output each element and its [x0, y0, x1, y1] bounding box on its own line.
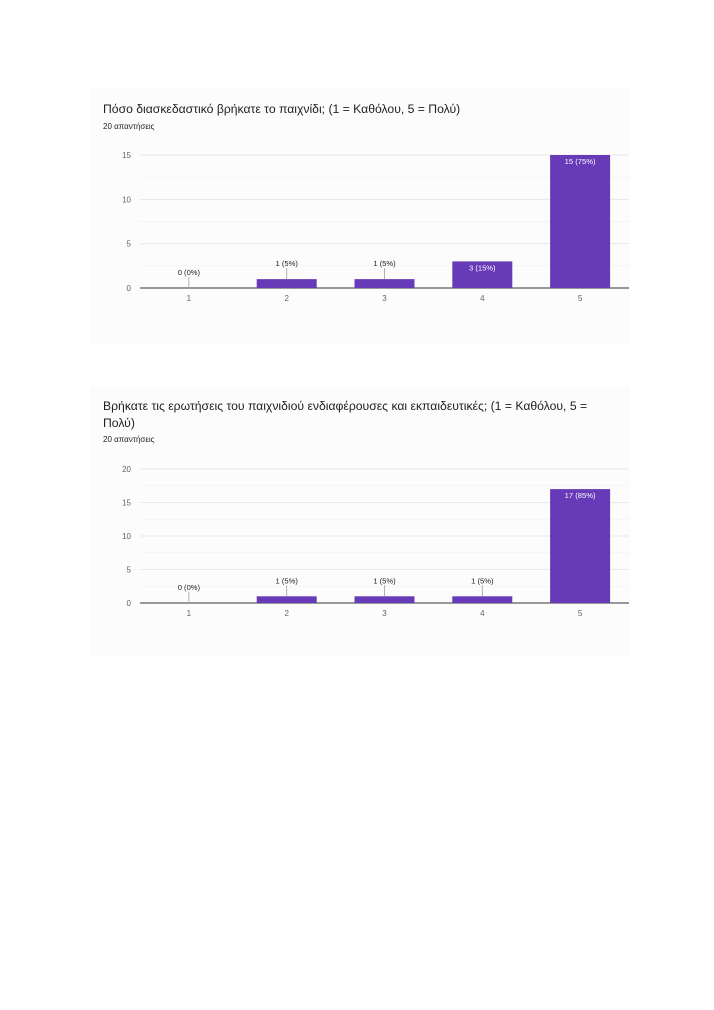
y-tick-label: 10: [122, 532, 131, 541]
y-tick-label: 20: [122, 465, 131, 474]
bar: [256, 279, 317, 288]
bar: [354, 279, 415, 288]
x-tick-label: 4: [480, 294, 485, 303]
y-tick-label: 15: [122, 151, 131, 160]
bar-chart-2: 0 5 10 15 20 0 (0%) 1 1 (5%) 2 1 (5%) 3 1 (5%) 4 17 (…: [122, 465, 629, 618]
data-label: 0 (0%): [178, 583, 201, 592]
data-label: 1 (5%): [373, 259, 396, 268]
y-tick-label: 5: [127, 566, 132, 575]
data-label: 0 (0%): [178, 268, 201, 277]
y-tick-label: 0: [127, 599, 132, 608]
x-tick-label: 5: [578, 609, 583, 618]
x-tick-label: 3: [382, 294, 387, 303]
data-label: 1 (5%): [276, 259, 299, 268]
x-tick-label: 2: [284, 609, 289, 618]
chart-card-1: Πόσο διασκεδαστικό βρήκατε το παιχνίδι; …: [90, 88, 630, 344]
x-tick-label: 3: [382, 609, 387, 618]
x-tick-label: 4: [480, 609, 485, 618]
y-tick-label: 10: [122, 195, 131, 204]
x-tick-label: 5: [578, 294, 583, 303]
y-tick-label: 0: [127, 284, 132, 293]
data-label: 1 (5%): [373, 576, 396, 585]
response-count: 20 απαντήσεις: [103, 435, 155, 444]
bar: [550, 155, 611, 288]
data-label: 17 (85%): [565, 491, 596, 500]
chart-card-2: Βρήκατε τις ερωτήσεις του παιχνιδιού ενδ…: [90, 386, 630, 656]
x-tick-label: 1: [187, 609, 192, 618]
question-title: Πόσο διασκεδαστικό βρήκατε το παιχνίδι; …: [103, 102, 461, 116]
y-tick-label: 5: [127, 240, 132, 249]
bar: [550, 489, 611, 603]
data-label: 1 (5%): [276, 576, 299, 585]
bar-chart-1: 0 5 10 15 0 (0%) 1 1 (5%) 2 1 (5%) 3 3 (15%) 4 15 (7…: [122, 151, 629, 303]
data-label: 3 (15%): [469, 263, 496, 272]
x-tick-label: 2: [284, 294, 289, 303]
bar: [256, 596, 317, 603]
data-label: 15 (75%): [565, 157, 596, 166]
bar: [452, 261, 513, 288]
bar: [452, 596, 513, 603]
data-label: 1 (5%): [471, 576, 494, 585]
bar: [354, 596, 415, 603]
y-tick-label: 15: [122, 499, 131, 508]
question-title: Βρήκατε τις ερωτήσεις του παιχνιδιού ενδ…: [103, 399, 588, 430]
x-tick-label: 1: [187, 294, 192, 303]
response-count: 20 απαντήσεις: [103, 122, 155, 131]
